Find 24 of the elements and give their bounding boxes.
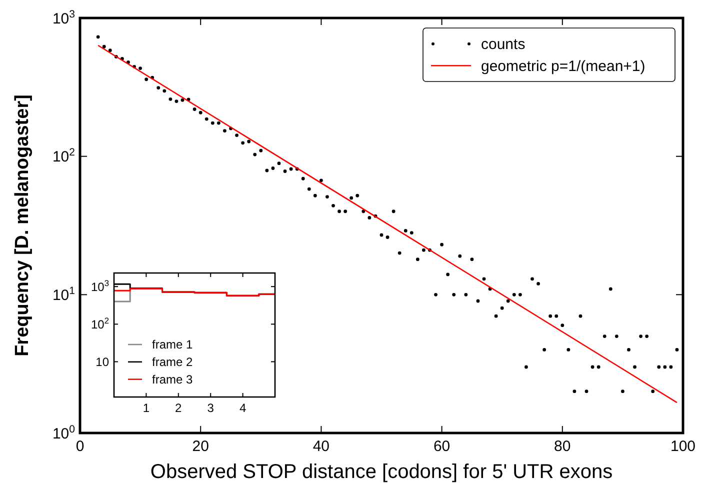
legend-label: geometric p=1/(mean+1)	[481, 58, 646, 75]
legend-label: counts	[481, 36, 526, 54]
x-tick-label: 1	[142, 401, 150, 415]
x-tick-label: 80	[554, 438, 571, 455]
x-tick-label: 0	[76, 438, 84, 455]
legend-label: frame 1	[152, 338, 194, 352]
y-tick-label: 10	[96, 354, 110, 369]
x-tick-label: 20	[192, 438, 209, 455]
y-axis-title: Frequency [D. melanogaster]	[12, 94, 33, 356]
legend-label: frame 2	[152, 355, 194, 370]
legend-label: frame 3	[152, 372, 194, 386]
y-tick-label: 10$^{3}$	[90, 278, 110, 294]
y-tick-label: 10$^{1}$	[52, 284, 76, 304]
x-axis-title: Observed STOP distance [codons] for 5' UTR exons	[150, 461, 613, 483]
y-tick-label: 10$^{2}$	[90, 315, 110, 332]
x-tick-label: 3	[207, 401, 214, 415]
x-tick-label: 100	[670, 438, 696, 455]
x-tick-label: 4	[239, 401, 246, 415]
y-tick-label: 10$^{0}$	[52, 423, 76, 442]
y-tick-label: 10$^{3}$	[52, 8, 76, 28]
x-tick-label: 40	[312, 438, 330, 455]
x-tick-label: 60	[433, 438, 450, 455]
y-tick-label: 10$^{2}$	[52, 146, 76, 166]
x-tick-label: 2	[175, 401, 182, 415]
